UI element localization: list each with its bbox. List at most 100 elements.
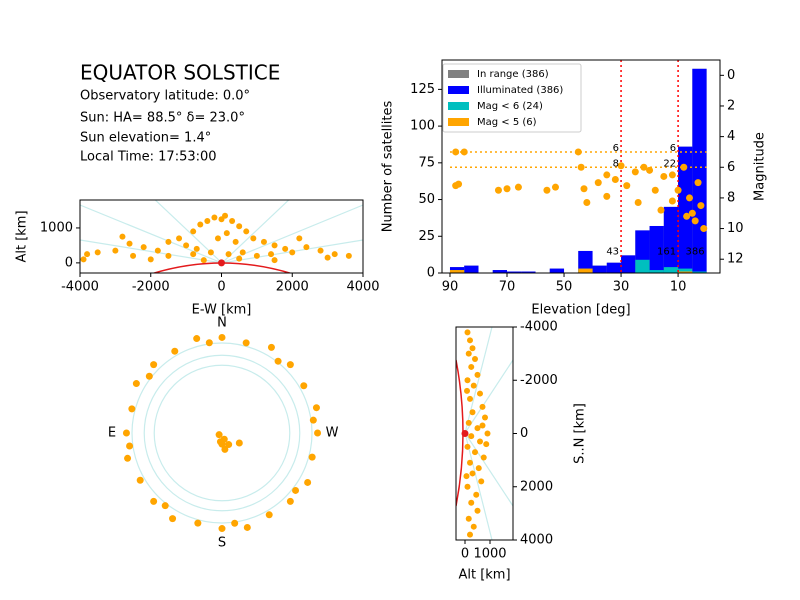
bar [678,271,693,273]
scatter-point [80,256,87,263]
scatter-point [467,531,473,538]
x-tick-label: 10 [670,280,687,295]
scatter-point [161,502,169,510]
y-tick-label: 4000 [520,533,553,548]
scatter-point [205,339,213,347]
bar [449,270,465,273]
scatter-point [479,422,486,429]
info-line: Local Time: 17:53:00 [80,150,217,165]
scatter-point [292,486,300,494]
scatter-point [176,235,183,242]
scatter-point [222,212,229,219]
scatter-point [465,419,472,426]
scatter-point [617,162,625,170]
bar [507,271,522,273]
legend-box [442,63,582,133]
scatter-point [218,333,226,341]
scatter-point [126,442,134,450]
scatter-point [480,454,487,461]
scatter-point [460,148,468,156]
scatter-point [303,244,310,251]
scatter-point [577,163,585,171]
scatter-point [312,404,320,412]
top-view-plot [456,327,513,540]
scatter-point [475,465,482,472]
sky-plot [122,333,322,533]
scatter-point [286,497,294,505]
annotation: 161 [657,246,676,257]
legend-swatch [448,102,469,110]
bar [492,270,508,273]
scatter-point [473,491,480,498]
sky-ring [131,342,313,524]
scatter-point [583,199,591,207]
x-tick-label: 2000 [276,280,309,295]
scatter-point [204,217,211,224]
scatter-point [140,244,147,251]
scatter-point [469,345,476,352]
annotation: 6 [613,143,619,154]
x-tick-label: 0 [217,280,225,295]
scatter-point [225,251,232,258]
legend-swatch [448,70,469,78]
scatter-point [274,357,282,365]
scatter-point [477,390,483,397]
y-tick-label: 75 [418,155,435,170]
x-tick-label: -2000 [132,280,170,295]
scatter-point [309,416,317,424]
scatter-point [464,387,470,394]
bar [592,265,607,273]
x-tick-label: 90 [442,280,459,295]
scatter-point [646,166,654,174]
scatter-point [574,148,582,156]
scatter-point [308,453,316,461]
bar [635,259,650,273]
x-axis-label: Elevation [deg] [531,303,630,318]
sky-ring [143,354,301,512]
scatter-point [236,223,243,230]
scatter-point [484,430,491,437]
x-tick-label: 70 [499,280,516,295]
y-tick-label: 125 [410,82,435,97]
info-line: Sun: HA= 88.5° δ= 23.0° [80,111,245,126]
bar [663,206,679,273]
scatter-point [282,245,289,252]
bar [678,146,693,273]
elevation-line [464,327,513,540]
scatter-point [122,429,130,437]
scatter-point [183,242,190,249]
scatter-point [267,343,275,351]
y-axis-label: Number of satellites [381,100,396,232]
x-tick-label: 0 [461,547,469,562]
scatter-point [317,247,324,254]
x-tick-label: 4000 [346,280,379,295]
scatter-point [215,431,223,439]
scatter-point [683,212,691,220]
scatter-point [483,441,490,448]
scatter-point [242,339,250,347]
scatter-point [470,382,477,389]
scatter-point [124,454,132,462]
scatter-point [651,186,659,194]
direction-label: E [108,426,116,441]
y-tick-label: 2000 [520,479,553,494]
direction-label: S [218,536,226,551]
scatter-point [253,252,260,259]
scatter-point [514,183,522,191]
info-line: Sun elevation= 1.4° [80,131,211,146]
bar [549,268,565,273]
scatter-point [235,439,243,447]
scatter-point [200,257,207,264]
scatter-point [268,251,275,258]
bar [649,270,664,273]
y-tick-label: -4000 [520,320,558,335]
annotation: 8 [613,158,619,169]
scatter-point [221,445,229,453]
scatter-point [594,179,602,187]
scatter-point [119,233,126,240]
title: EQUATOR SOLSTICE [80,61,280,85]
scatter-point [289,249,296,256]
scatter-point [474,425,481,432]
scatter-point [243,228,250,235]
